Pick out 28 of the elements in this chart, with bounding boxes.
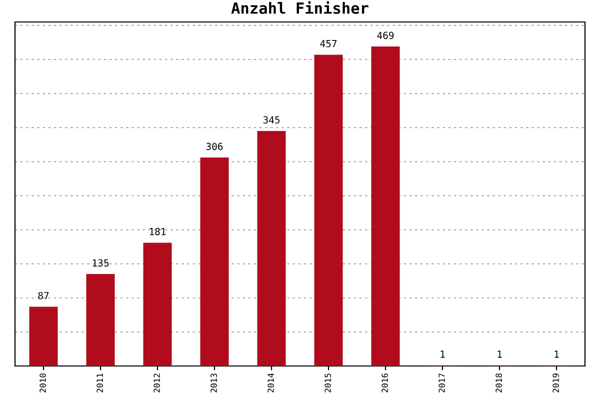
bar [314, 54, 343, 366]
data-label: 1 [498, 350, 502, 358]
bar [257, 130, 286, 366]
x-tick-label: 2019 [552, 374, 559, 392]
data-label: 1 [440, 350, 445, 358]
bar [371, 46, 400, 366]
bar [200, 158, 229, 366]
data-label: 457 [320, 40, 337, 48]
x-tick-label: 2017 [438, 374, 445, 392]
x-tick-label: 2012 [154, 374, 160, 392]
bar [143, 242, 172, 366]
x-tick-label: 2011 [96, 374, 103, 392]
data-label: 87 [38, 292, 49, 300]
data-label: 135 [92, 259, 108, 267]
x-tick-label: 2018 [496, 373, 502, 392]
data-label: 306 [206, 142, 223, 150]
data-label: 469 [377, 32, 394, 40]
chart-title: Anzahl Finisher [231, 1, 368, 14]
bar [86, 274, 115, 366]
x-tick-label: 2010 [40, 373, 46, 392]
bar [29, 306, 58, 366]
data-label: 1 [554, 350, 559, 358]
x-tick-label: 2016 [382, 373, 388, 392]
data-label: 181 [150, 228, 166, 236]
data-label: 345 [263, 116, 280, 124]
x-tick-label: 2013 [210, 374, 217, 392]
x-tick-label: 2014 [268, 373, 274, 392]
x-tick-label: 2015 [324, 374, 331, 392]
